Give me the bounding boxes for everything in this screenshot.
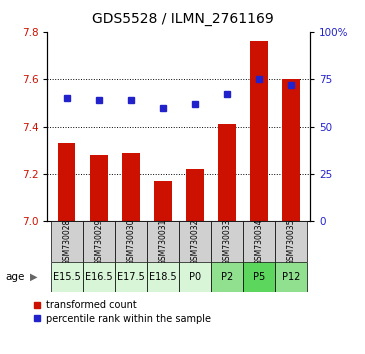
Bar — [115, 262, 147, 292]
Bar — [90, 155, 108, 221]
Text: GSM730035: GSM730035 — [287, 218, 296, 265]
Text: GSM730029: GSM730029 — [94, 218, 103, 265]
Text: GSM730030: GSM730030 — [126, 218, 135, 265]
Bar — [83, 262, 115, 292]
Bar — [186, 169, 204, 221]
Text: E15.5: E15.5 — [53, 272, 81, 282]
Text: ▶: ▶ — [30, 272, 37, 282]
Legend: transformed count, percentile rank within the sample: transformed count, percentile rank withi… — [34, 301, 211, 324]
Bar — [275, 221, 307, 262]
Bar — [282, 79, 300, 221]
Bar — [147, 221, 179, 262]
Text: E18.5: E18.5 — [149, 272, 177, 282]
Bar — [51, 221, 83, 262]
Text: P5: P5 — [253, 272, 265, 282]
Bar — [147, 262, 179, 292]
Bar — [243, 221, 275, 262]
Bar — [115, 221, 147, 262]
Bar — [243, 262, 275, 292]
Bar — [211, 221, 243, 262]
Bar — [51, 262, 83, 292]
Text: E16.5: E16.5 — [85, 272, 112, 282]
Text: E17.5: E17.5 — [117, 272, 145, 282]
Bar — [122, 153, 139, 221]
Bar — [250, 41, 268, 221]
Text: GSM730028: GSM730028 — [62, 218, 71, 265]
Bar — [179, 221, 211, 262]
Bar — [275, 262, 307, 292]
Bar — [179, 262, 211, 292]
Bar — [83, 221, 115, 262]
Text: GSM730033: GSM730033 — [222, 218, 231, 265]
Text: P2: P2 — [221, 272, 233, 282]
Bar — [154, 181, 172, 221]
Text: GDS5528 / ILMN_2761169: GDS5528 / ILMN_2761169 — [92, 12, 273, 27]
Bar — [211, 262, 243, 292]
Text: P0: P0 — [189, 272, 201, 282]
Bar — [58, 143, 76, 221]
Text: P12: P12 — [282, 272, 300, 282]
Bar — [218, 124, 236, 221]
Text: GSM730031: GSM730031 — [158, 218, 167, 265]
Text: age: age — [5, 272, 25, 282]
Text: GSM730032: GSM730032 — [191, 218, 199, 265]
Text: GSM730034: GSM730034 — [254, 218, 264, 265]
